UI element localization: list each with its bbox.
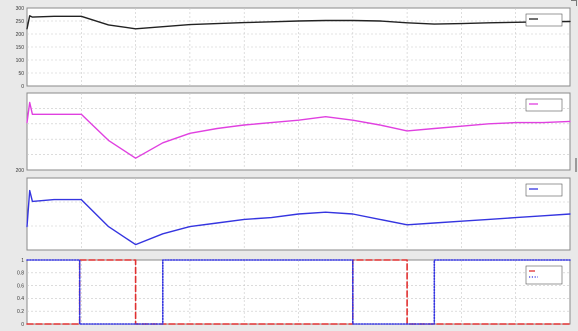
- series-line-1: [26, 101, 571, 159]
- y-tick-label: 200: [16, 32, 25, 38]
- y-tick-label: 300: [16, 6, 25, 12]
- legend: [525, 183, 563, 197]
- legend-box: [525, 13, 563, 27]
- scroll-handle[interactable]: [575, 158, 577, 172]
- y-tick-label: 0.8: [17, 271, 24, 277]
- resize-grip[interactable]: [571, 0, 577, 6]
- y-tick-label: 0.6: [17, 283, 24, 289]
- y-tick-label: 50: [18, 71, 24, 77]
- legend-box: [525, 265, 563, 285]
- y-tick-label: 150: [16, 45, 25, 51]
- legend: [525, 98, 563, 112]
- y-tick-label: 250: [16, 19, 25, 25]
- legend-box: [525, 183, 563, 197]
- scope-panel-2: 200: [16, 92, 571, 174]
- legend: [525, 265, 563, 285]
- y-tick-label: 100: [16, 58, 25, 64]
- scope-panel-3: [26, 177, 571, 251]
- scope-panel-4: 0 0.2 0.4 0.6 0.8 1: [17, 258, 571, 328]
- series-line-1: [26, 15, 571, 30]
- scope-panel-1: 0 50 100 150 200 250 300: [16, 6, 571, 90]
- series-line-2: [26, 259, 571, 325]
- legend: [525, 13, 563, 27]
- y-tick-label: 0.4: [17, 296, 24, 302]
- y-tick-label: 0: [21, 322, 24, 328]
- y-tick-label: 1: [21, 258, 24, 264]
- series-line-1: [26, 189, 571, 246]
- y-tick-label: 200: [16, 168, 25, 174]
- legend-box: [525, 98, 563, 112]
- y-tick-label: 0: [21, 84, 24, 90]
- y-tick-label: 0.2: [17, 309, 24, 315]
